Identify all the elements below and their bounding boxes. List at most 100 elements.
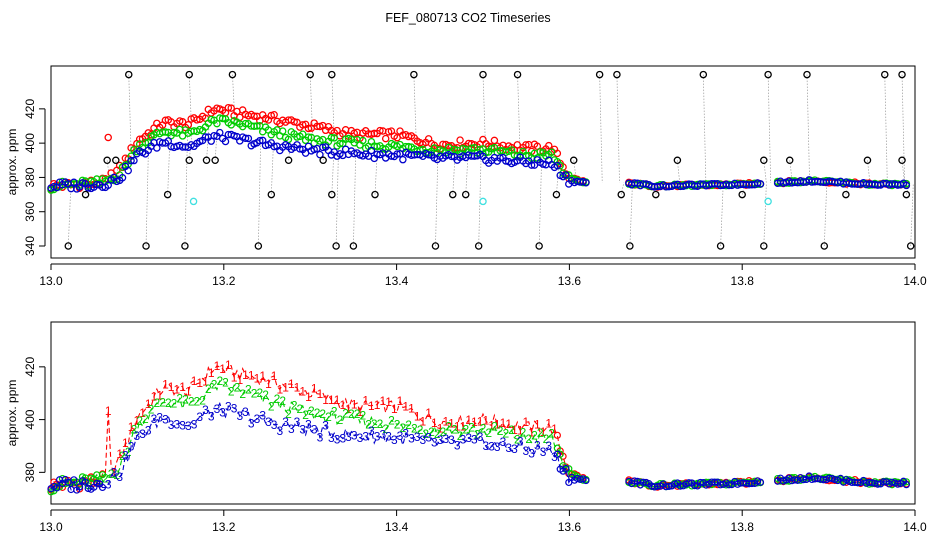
series-1-label: 1 — [374, 398, 381, 412]
series-3-line — [777, 475, 907, 486]
series-1-point — [224, 103, 233, 112]
series-3-label: 3 — [397, 429, 404, 443]
series-3-label: 3 — [236, 409, 243, 423]
series-1-label: 1 — [311, 382, 318, 396]
series-2-label: 2 — [176, 392, 183, 406]
series-2-label: 2 — [308, 404, 315, 418]
series-1-label: 1 — [523, 415, 530, 429]
series-2-label: 2 — [337, 413, 344, 427]
series-1-label: 1 — [322, 393, 329, 407]
series-1-label: 1 — [402, 400, 409, 414]
series-3-label: 3 — [299, 422, 306, 436]
outlier-connector — [884, 74, 888, 185]
series-3-label: 3 — [225, 400, 232, 414]
series-2-label: 2 — [154, 396, 161, 410]
outlier-connector — [374, 144, 378, 195]
series-1-point — [456, 136, 464, 144]
series-1-label: 1 — [334, 393, 341, 407]
series-2-label: 2 — [274, 392, 281, 406]
outlier-point — [613, 70, 621, 79]
series-2-point — [467, 144, 476, 153]
plot-frame-bottom — [50, 321, 916, 505]
series-1-label: 1 — [202, 374, 209, 388]
series-1-label: 1 — [408, 401, 415, 415]
series-1-label: 1 — [231, 370, 238, 384]
x-tick-label: 13.4 — [385, 520, 409, 534]
series-1-label: 1 — [351, 397, 358, 411]
series-3-label: 3 — [454, 439, 461, 453]
series-3-label: 3 — [540, 445, 547, 459]
series-3-point — [582, 476, 590, 485]
series-2-label: 2 — [228, 384, 235, 398]
series-1-label: 1 — [225, 358, 232, 372]
series-1-label: 1 — [294, 381, 301, 395]
outlier-connector — [720, 184, 724, 247]
series-2-point — [556, 450, 564, 458]
series-3-point — [81, 478, 89, 486]
series-3-point — [399, 155, 407, 164]
series-2-label: 2 — [262, 388, 269, 402]
series-3-point — [562, 464, 570, 473]
cyan-point — [189, 197, 198, 206]
series-1-label: 1 — [328, 393, 335, 407]
series-3-label: 3 — [380, 428, 387, 442]
series-1-point — [490, 136, 499, 145]
outlier-point — [842, 190, 850, 199]
outlier-point — [64, 242, 73, 250]
series-2-label: 2 — [199, 393, 206, 407]
series-3-label: 3 — [317, 430, 324, 444]
series-3-point — [756, 478, 765, 486]
series-3-label: 3 — [402, 427, 409, 441]
series-3-label: 3 — [311, 422, 318, 436]
panel-top: 13.0 13.2 13.4 13.6 13.8 14.0 340 360 380 400 420… — [5, 65, 927, 288]
series-3-label: 3 — [408, 431, 415, 445]
series-2-label: 2 — [285, 407, 292, 421]
series-1-label: 1 — [362, 394, 369, 408]
series-3-point — [153, 144, 161, 152]
outlier-connector — [620, 182, 625, 195]
outlier-point — [803, 70, 811, 79]
series-2-point — [336, 139, 344, 148]
series-1-label: 1 — [357, 405, 364, 419]
series-1-label: 1 — [534, 417, 541, 431]
series-3-label: 3 — [294, 415, 301, 429]
series-1-label: 1 — [179, 380, 186, 394]
outlier-point — [617, 190, 625, 199]
series-3-label: 3 — [442, 432, 449, 446]
outlier-connector — [270, 131, 275, 195]
series-2-point — [327, 133, 336, 142]
series-2-point — [253, 122, 261, 130]
series-3-label: 3 — [500, 435, 507, 449]
series-3-label: 3 — [448, 433, 455, 447]
series-2-label: 2 — [211, 377, 218, 391]
series-1-label: 1 — [277, 382, 284, 396]
series-2-label: 2 — [525, 432, 532, 446]
series-1-label: 1 — [391, 402, 398, 416]
series-2-label: 2 — [165, 396, 172, 410]
series-3-label: 3 — [494, 440, 501, 454]
outlier-connector — [188, 74, 193, 135]
series-2-label: 2 — [491, 420, 498, 434]
series-1-label: 1 — [236, 373, 243, 387]
series-2-point — [98, 471, 107, 479]
series-2-label: 2 — [268, 400, 275, 414]
outlier-point — [254, 242, 263, 250]
series-2-label: 2 — [142, 412, 149, 426]
series-3-point — [127, 156, 135, 165]
series-3-point — [527, 161, 536, 169]
series-2-label: 2 — [354, 407, 361, 421]
series-1-point — [270, 110, 278, 119]
series-1-label: 1 — [500, 416, 507, 430]
series-3-point — [539, 160, 547, 168]
series-1-point — [227, 104, 235, 112]
outlier-connector — [331, 74, 335, 142]
series-3-label: 3 — [128, 440, 135, 454]
series-2-label: 2 — [125, 445, 132, 459]
x-axis-top: 13.0 13.2 13.4 13.6 13.8 14.0 — [39, 263, 927, 288]
series-3-point — [270, 142, 278, 151]
outlier-connector — [538, 155, 543, 247]
series-3-label: 3 — [259, 408, 266, 422]
series-1-point — [545, 141, 553, 150]
outlier-connector — [867, 160, 871, 185]
outlier-point — [595, 70, 604, 79]
